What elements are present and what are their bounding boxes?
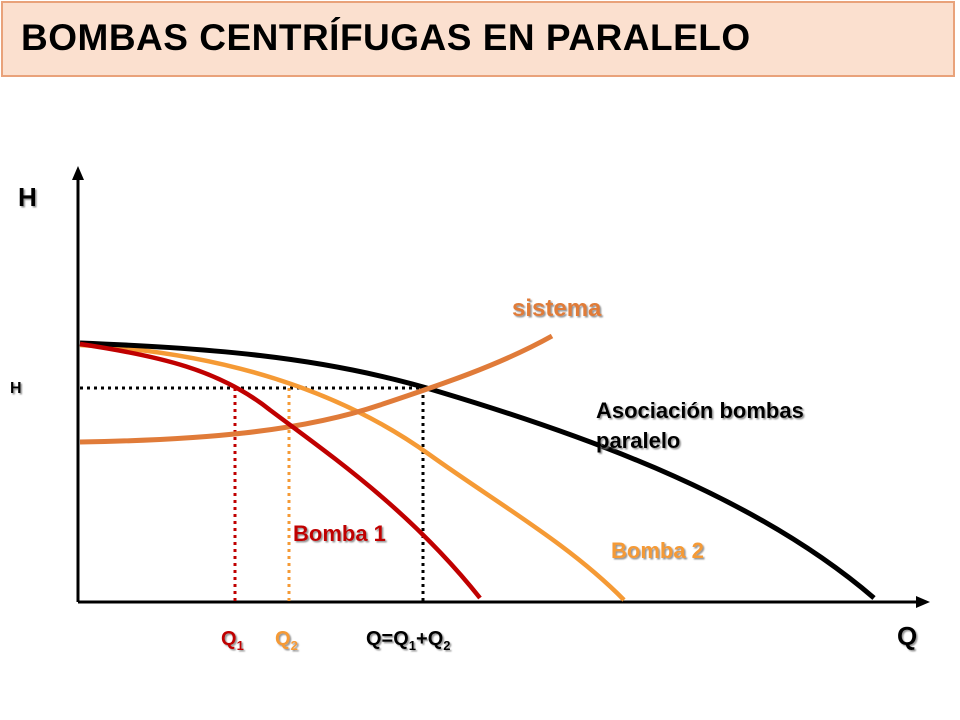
sistema-label: sistema	[512, 295, 602, 322]
q1-label-sub: 1	[237, 638, 244, 653]
h-operating-mark: H	[10, 380, 22, 397]
page-title: BOMBAS CENTRÍFUGAS EN PARALELO	[21, 17, 751, 58]
qsum-sub2: 2	[443, 638, 450, 653]
q1-label: Q1	[221, 628, 244, 653]
q2-label-sub: 2	[291, 638, 298, 653]
qsum-mid: +Q	[416, 628, 443, 650]
asociacion-curve	[79, 340, 876, 600]
bomba1-curve	[79, 341, 482, 600]
bomba2-label: Bomba 2	[611, 538, 704, 563]
x-axis-label: Q	[897, 621, 917, 651]
qsum-label: Q=Q1+Q2	[366, 628, 451, 653]
asociacion-label-line2: paralelo	[596, 428, 680, 453]
sistema-curve	[79, 333, 554, 445]
qsum-sub1: 1	[409, 638, 416, 653]
qsum-prefix: Q=Q	[366, 628, 409, 650]
x-axis-arrow	[916, 596, 930, 608]
y-axis-arrow	[72, 166, 84, 180]
title-banner: BOMBAS CENTRÍFUGAS EN PARALELO	[1, 1, 955, 77]
bomba1-label: Bomba 1	[293, 521, 386, 546]
q2-label-base: Q	[275, 628, 291, 650]
bomba2-curve	[79, 342, 626, 602]
asociacion-label-line1: Asociación bombas	[596, 398, 804, 423]
q2-label: Q2	[275, 628, 298, 653]
q1-label-base: Q	[221, 628, 237, 650]
y-axis-label: H	[18, 182, 37, 212]
